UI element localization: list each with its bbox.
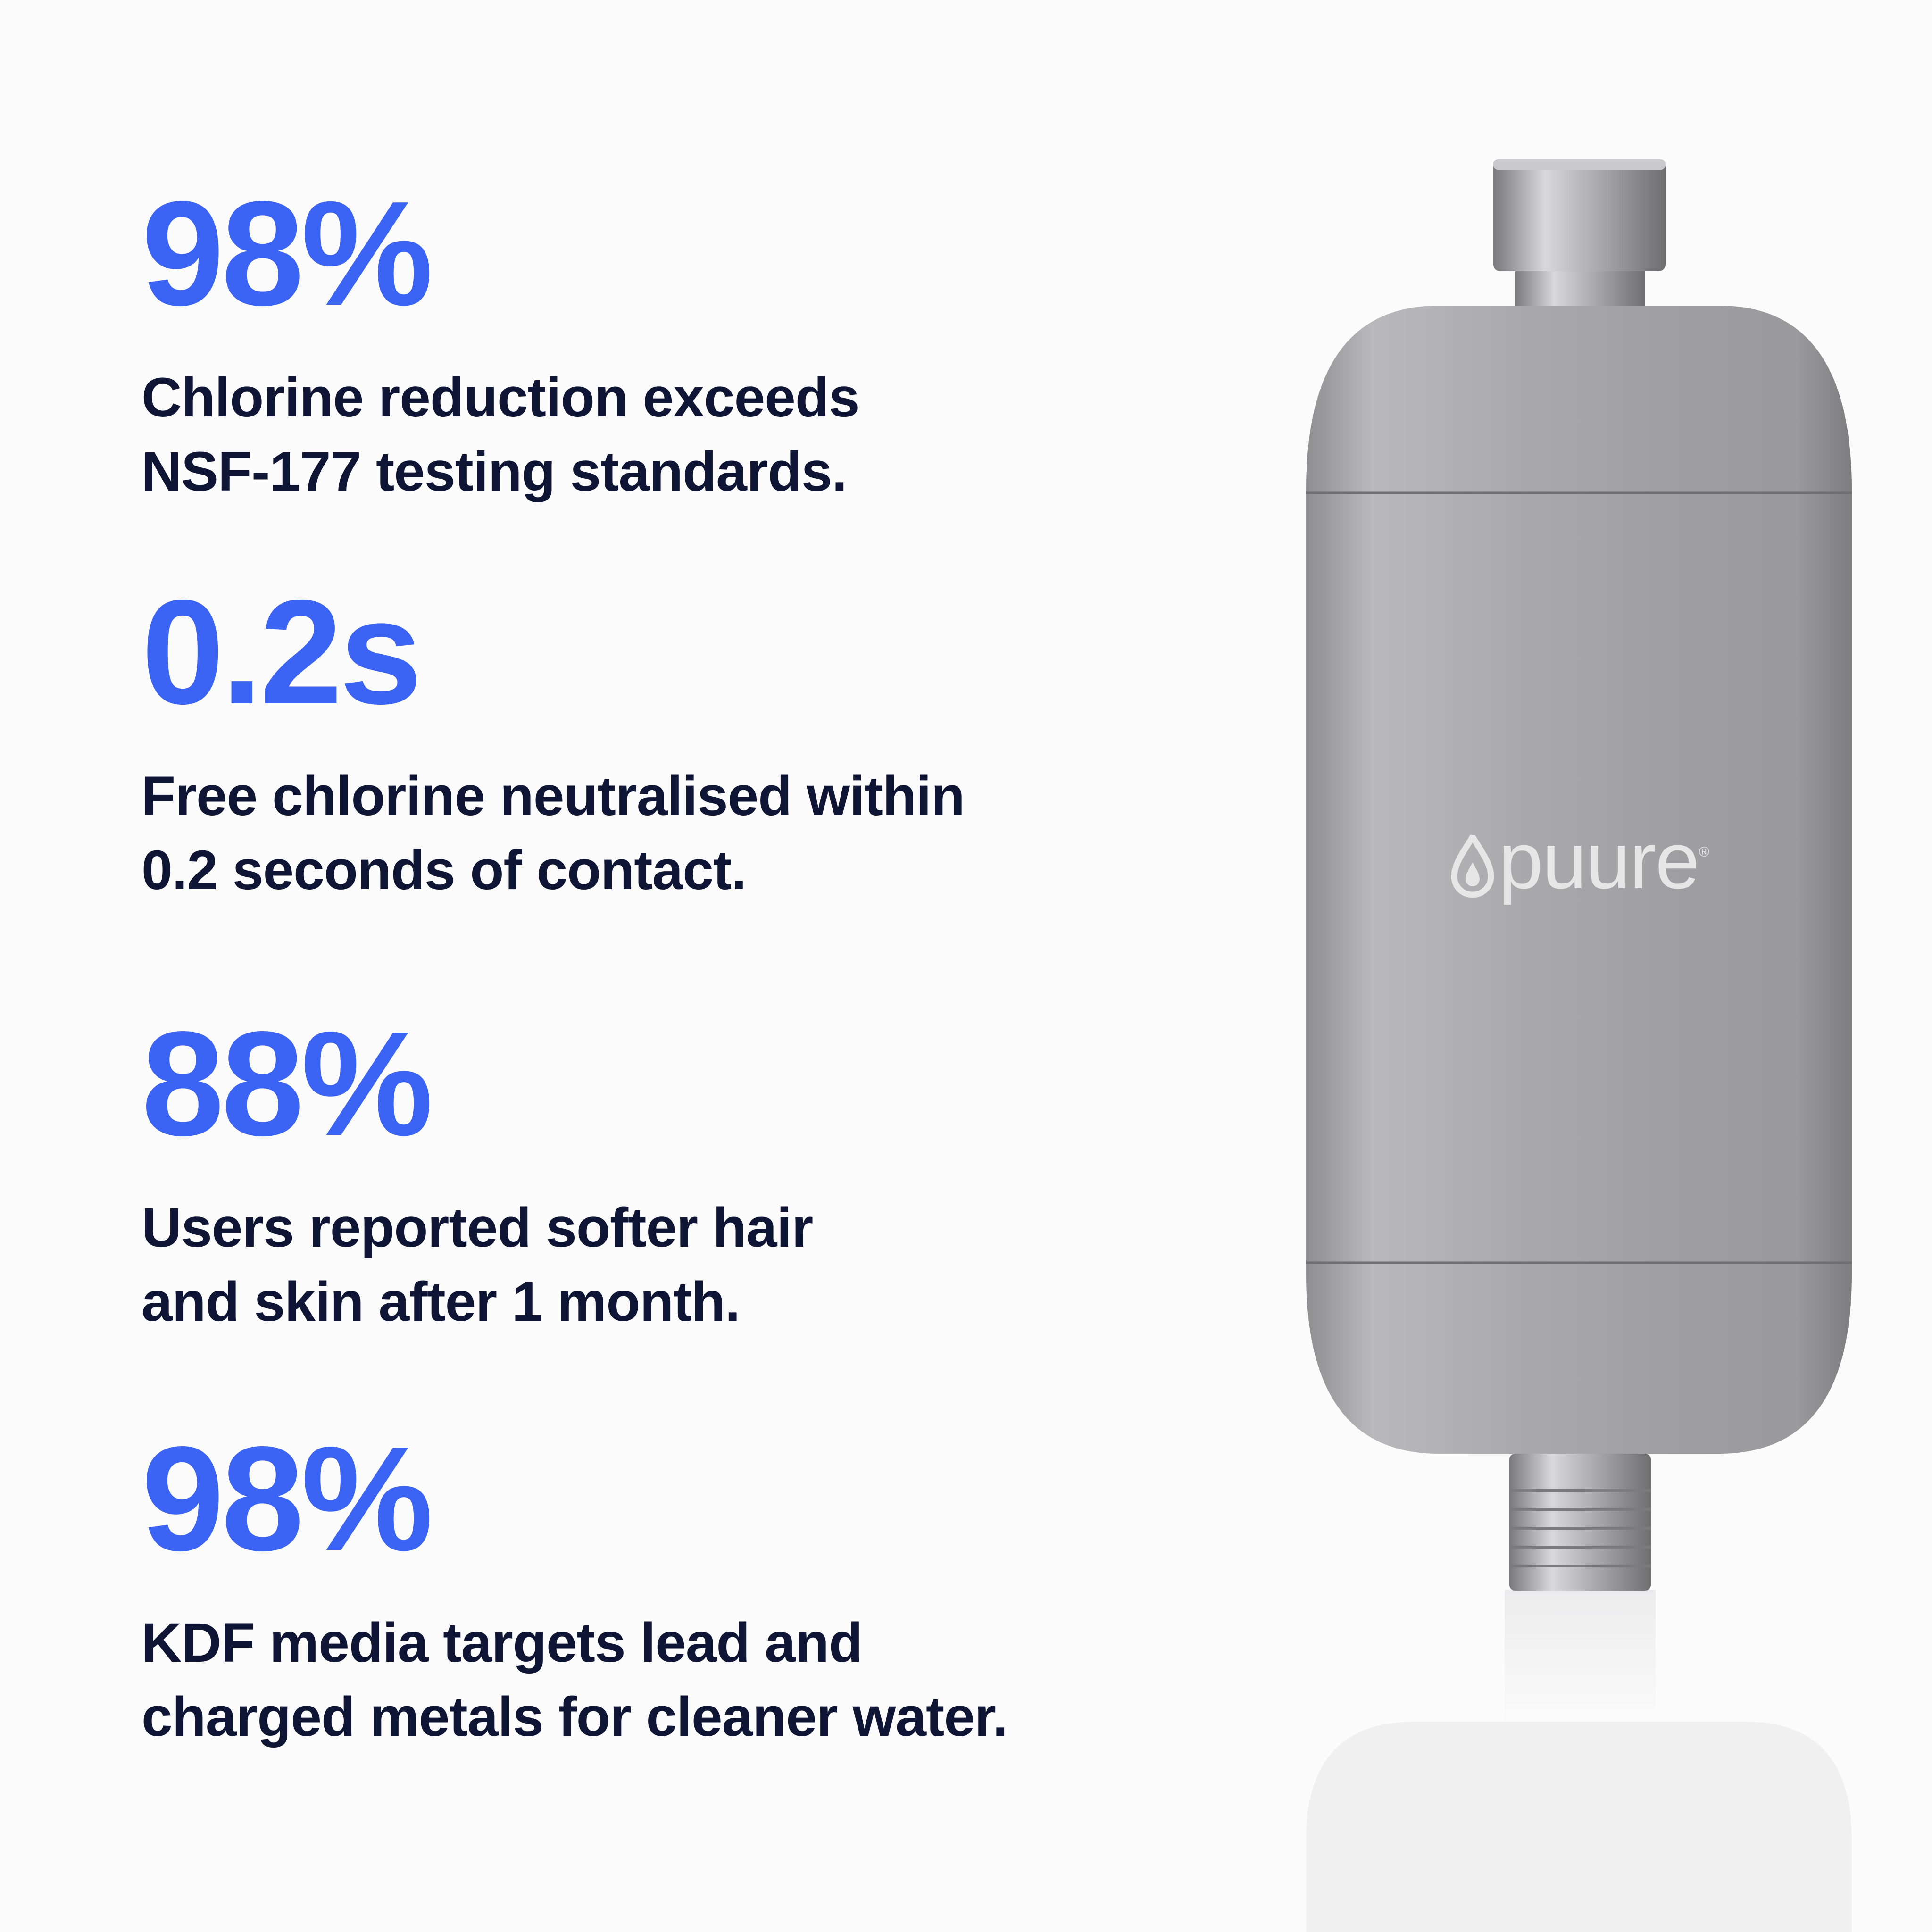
stat-line: KDF media targets lead and <box>142 1612 863 1674</box>
stat-description: Users reported softer hair and skin after… <box>142 1191 813 1339</box>
stat-softer-hair: 88% Users reported softer hair and skin a… <box>142 1009 813 1339</box>
stat-neutralise-time: 0.2s Free chlorine neutralised within 0.2… <box>142 578 965 908</box>
cap-knurled <box>1493 159 1666 271</box>
stat-line: 0.2 seconds of contact. <box>142 839 747 901</box>
bottom-connector <box>1509 1454 1651 1591</box>
stat-line: Chlorine reduction exceeds <box>142 366 860 429</box>
stat-chlorine-reduction: 98% Chlorine reduction exceeds NSF-177 te… <box>142 170 860 509</box>
stat-line: charged metals for cleaner water. <box>142 1686 1008 1748</box>
stat-line: Free chlorine neutralised within <box>142 765 965 827</box>
stat-value: 98% <box>142 170 433 336</box>
neck <box>1515 271 1645 307</box>
stat-value: 98% <box>142 1416 433 1582</box>
stat-description: KDF media targets lead and charged metals… <box>142 1606 1008 1754</box>
stat-line: NSF-177 testing standards. <box>142 441 847 503</box>
stat-description: Chlorine reduction exceeds NSF-177 testin… <box>142 361 860 509</box>
brand-name: puure <box>1499 816 1700 906</box>
stat-line: Users reported softer hair <box>142 1197 813 1259</box>
brand-logo: puure ® <box>1451 821 1709 901</box>
registered-mark: ® <box>1699 844 1709 860</box>
reflection <box>1505 1590 1656 1726</box>
reflection-body <box>1306 1722 1852 1932</box>
water-drop-icon <box>1451 835 1494 898</box>
stat-value: 0.2s <box>142 569 422 735</box>
stat-value: 88% <box>142 1000 433 1166</box>
filter-body <box>1306 306 1852 1454</box>
stat-description: Free chlorine neutralised within 0.2 seco… <box>142 759 965 908</box>
stat-line: and skin after 1 month. <box>142 1271 741 1333</box>
stat-kdf-metals: 98% KDF media targets lead and charged me… <box>142 1424 1008 1754</box>
